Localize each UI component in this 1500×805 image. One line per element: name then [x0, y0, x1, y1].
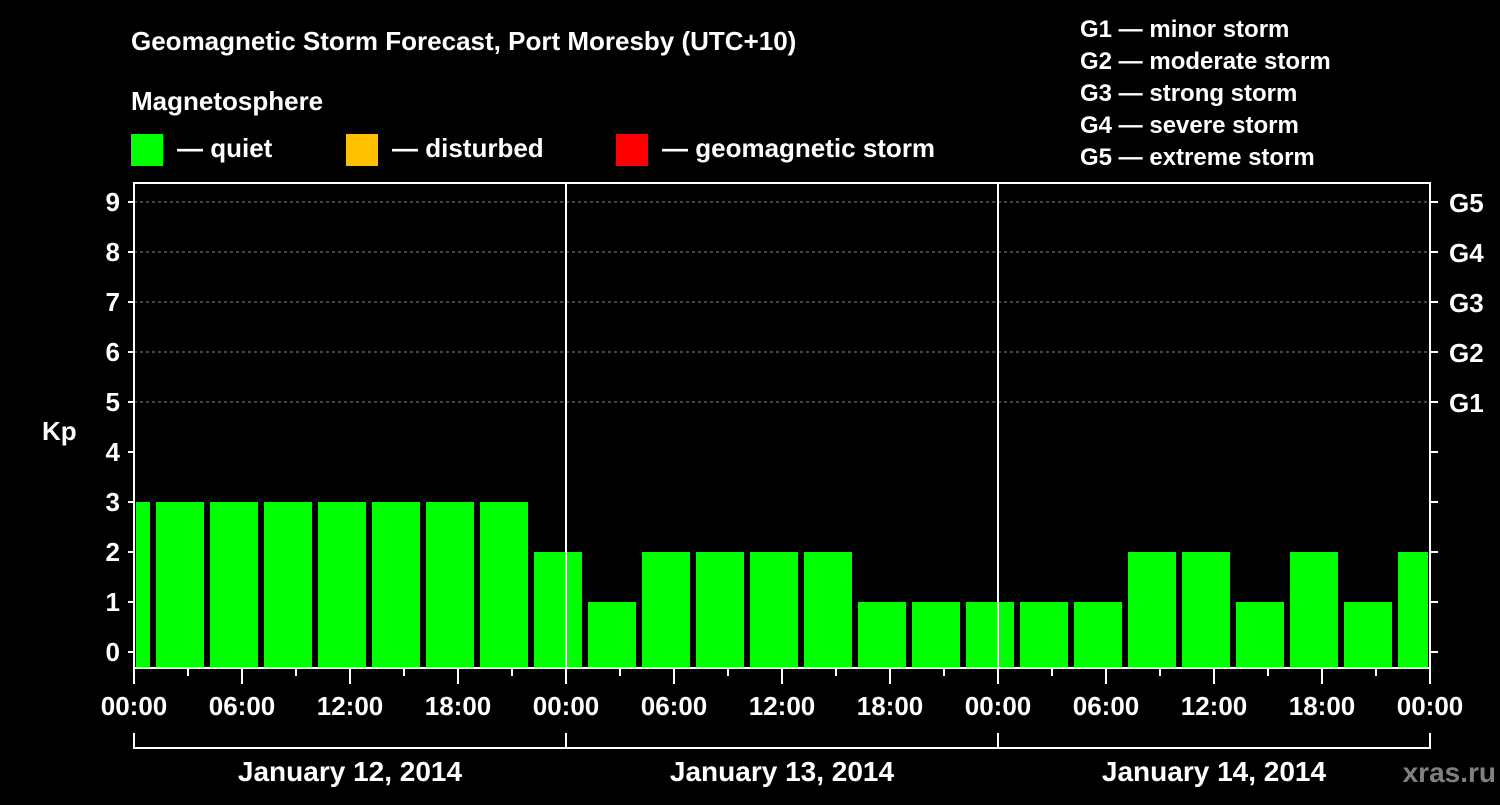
storm-level-label: G2: [1449, 338, 1484, 368]
legend-title: Magnetosphere: [131, 86, 323, 116]
y-tick-label: 4: [106, 437, 121, 467]
kp-bar: [642, 552, 690, 668]
kp-bar: [1344, 602, 1392, 668]
day-label: January 13, 2014: [670, 756, 895, 787]
y-tick-label: 5: [106, 387, 120, 417]
legend-swatch: [346, 134, 378, 166]
kp-bar: [1020, 602, 1068, 668]
x-tick-label: 00:00: [533, 691, 600, 721]
day-label: January 14, 2014: [1102, 756, 1327, 787]
y-axis-label: Kp: [42, 416, 77, 446]
x-tick-label: 18:00: [425, 691, 492, 721]
kp-bar: [858, 602, 906, 668]
storm-scale-legend: G1 — minor storm G2 — moderate storm G3 — …: [1080, 16, 1331, 171]
storm-level-label: G3: [1449, 288, 1484, 318]
y-tick-label: 9: [106, 187, 120, 217]
storm-scale-item: G1 — minor storm: [1080, 16, 1289, 43]
storm-level-label: G4: [1449, 238, 1484, 268]
y-tick-label: 2: [106, 537, 120, 567]
storm-level-label: G1: [1449, 388, 1484, 418]
storm-scale-item: G3 — strong storm: [1080, 80, 1297, 107]
legend-swatch: [616, 134, 648, 166]
storm-scale-item: G2 — moderate storm: [1080, 48, 1331, 75]
kp-bar: [210, 502, 258, 668]
legend-swatch: [131, 134, 163, 166]
watermark: xras.ru: [1403, 757, 1496, 788]
x-tick-label: 06:00: [209, 691, 276, 721]
day-bracket: [133, 733, 1431, 749]
kp-bar: [372, 502, 420, 668]
x-tick-label: 18:00: [857, 691, 924, 721]
kp-bar: [136, 502, 150, 668]
storm-level-label: G5: [1449, 188, 1484, 218]
kp-bar: [696, 552, 744, 668]
x-tick-label: 18:00: [1289, 691, 1356, 721]
chart-title: Geomagnetic Storm Forecast, Port Moresby…: [131, 26, 796, 56]
kp-bar: [1236, 602, 1284, 668]
x-tick-label: 00:00: [1397, 691, 1464, 721]
y-tick-label: 8: [106, 237, 120, 267]
x-tick-label: 00:00: [101, 691, 168, 721]
y-tick-label: 1: [106, 587, 120, 617]
kp-bar: [750, 552, 798, 668]
kp-bar: [1290, 552, 1338, 668]
plot-area: 0 1 2 3 4 5 6 7 8 9 G1 G2 G3 G4 G5 00:00 06:00 12:00 18:00…: [101, 182, 1484, 787]
storm-scale-item: G5 — extreme storm: [1080, 144, 1315, 171]
kp-bar: [426, 502, 474, 668]
kp-bar: [1398, 552, 1428, 668]
y-tick-label: 3: [106, 487, 120, 517]
kp-bar: [966, 602, 1014, 668]
kp-bar: [804, 552, 852, 668]
kp-bar: [264, 502, 312, 668]
kp-bar: [588, 602, 636, 668]
kp-bar: [1074, 602, 1122, 668]
day-label: January 12, 2014: [238, 756, 463, 787]
kp-bar: [1128, 552, 1176, 668]
kp-bar: [534, 552, 582, 668]
x-tick-label: 00:00: [965, 691, 1032, 721]
storm-scale-item: G4 — severe storm: [1080, 112, 1299, 139]
legend-label: — geomagnetic storm: [662, 133, 935, 163]
legend: — quiet — disturbed — geomagnetic storm: [131, 133, 935, 166]
x-tick-label: 12:00: [1181, 691, 1248, 721]
legend-label: — disturbed: [392, 133, 544, 163]
y-tick-label: 0: [106, 637, 120, 667]
x-tick-label: 12:00: [317, 691, 384, 721]
kp-bar: [480, 502, 528, 668]
kp-bar: [1182, 552, 1230, 668]
x-tick-label: 12:00: [749, 691, 816, 721]
kp-bar: [156, 502, 204, 668]
x-tick-label: 06:00: [1073, 691, 1140, 721]
kp-bar: [318, 502, 366, 668]
y-tick-label: 6: [106, 337, 120, 367]
legend-label: — quiet: [177, 133, 273, 163]
kp-bar: [912, 602, 960, 668]
x-tick-label: 06:00: [641, 691, 708, 721]
y-tick-label: 7: [106, 287, 120, 317]
